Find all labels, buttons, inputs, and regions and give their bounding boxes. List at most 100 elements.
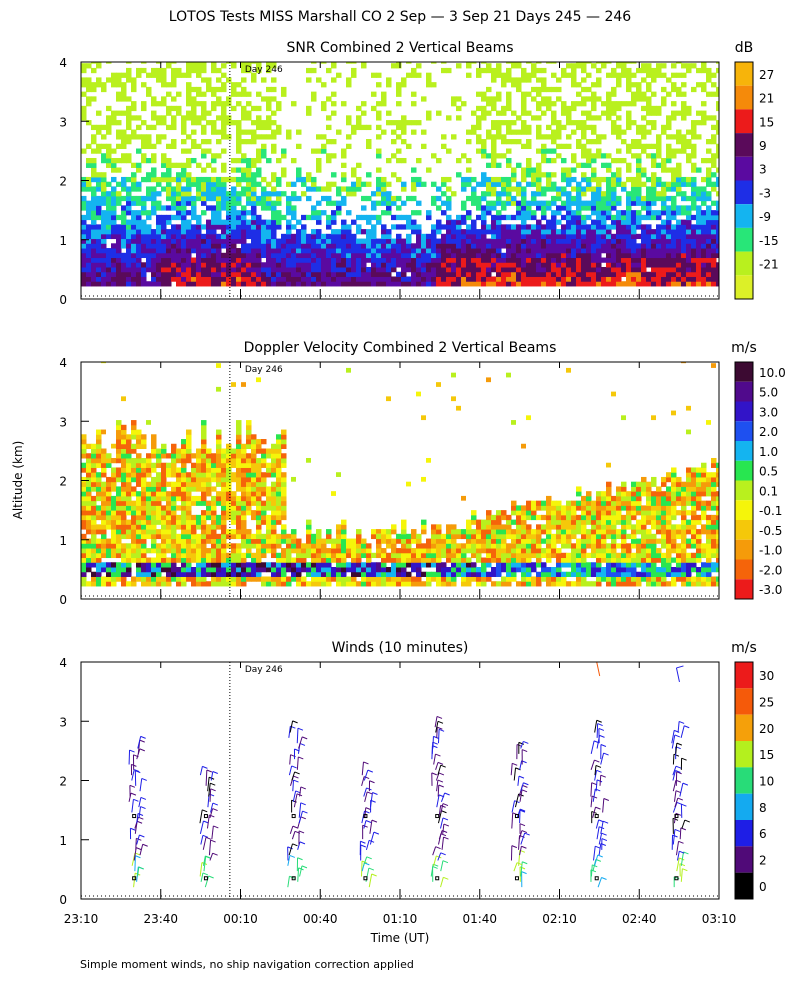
snr-cell	[326, 224, 332, 229]
snr-cell	[446, 239, 452, 244]
doppler-cell	[191, 534, 197, 539]
snr-cell	[201, 101, 207, 106]
snr-cell	[561, 272, 567, 277]
doppler-cell	[241, 572, 247, 577]
snr-cell	[581, 101, 587, 106]
snr-cell	[316, 210, 322, 215]
doppler-cell	[126, 510, 132, 515]
doppler-cell	[231, 562, 237, 567]
snr-cell	[451, 96, 457, 101]
doppler-cell	[116, 520, 122, 525]
doppler-cell	[161, 477, 167, 482]
doppler-cell	[151, 453, 157, 458]
snr-cell	[676, 262, 682, 267]
doppler-cell	[291, 548, 297, 553]
snr-cell	[336, 272, 342, 277]
snr-cell	[166, 172, 172, 177]
doppler-cell	[186, 486, 192, 491]
snr-cell	[711, 239, 717, 244]
colorbar-label: 15	[759, 115, 774, 129]
snr-cell	[306, 262, 312, 267]
snr-cell	[696, 196, 702, 201]
snr-cell	[201, 58, 207, 63]
snr-cell	[251, 224, 257, 229]
snr-cell	[476, 262, 482, 267]
snr-cell	[641, 63, 647, 68]
snr-cell	[631, 96, 637, 101]
snr-cell	[196, 262, 202, 267]
snr-cell	[446, 272, 452, 277]
snr-cell	[246, 172, 252, 177]
snr-cell	[511, 139, 517, 144]
snr-cell	[281, 272, 287, 277]
doppler-cell	[171, 496, 177, 501]
snr-cell	[266, 182, 272, 187]
snr-cell	[626, 267, 632, 272]
snr-cell	[701, 220, 707, 225]
snr-cell	[616, 134, 622, 139]
snr-cell	[511, 224, 517, 229]
snr-cell	[226, 58, 232, 63]
doppler-cell	[116, 543, 122, 548]
snr-cell	[211, 253, 217, 258]
snr-cell	[606, 234, 612, 239]
snr-cell	[216, 239, 222, 244]
snr-cell	[181, 149, 187, 154]
snr-cell	[386, 111, 392, 116]
snr-cell	[241, 167, 247, 172]
snr-cell	[606, 167, 612, 172]
snr-cell	[631, 215, 637, 220]
doppler-cell	[141, 520, 147, 525]
snr-cell	[231, 201, 237, 206]
snr-cell	[211, 234, 217, 239]
doppler-cell	[211, 543, 217, 548]
snr-cell	[86, 276, 92, 281]
doppler-cell	[86, 482, 92, 487]
snr-cell	[151, 276, 157, 281]
doppler-cell	[191, 501, 197, 506]
snr-cell	[606, 243, 612, 248]
snr-cell	[91, 196, 97, 201]
snr-cell	[566, 229, 572, 234]
snr-cell	[341, 201, 347, 206]
doppler-cell	[131, 548, 137, 553]
snr-cell	[461, 253, 467, 258]
snr-cell	[366, 139, 372, 144]
doppler-cell	[151, 567, 157, 572]
snr-cell	[246, 139, 252, 144]
snr-cell	[666, 258, 672, 263]
snr-cell	[351, 267, 357, 272]
snr-cell	[216, 243, 222, 248]
doppler-cell	[186, 491, 192, 496]
doppler-cell	[86, 548, 92, 553]
snr-cell	[496, 248, 502, 253]
doppler-cell	[276, 520, 282, 525]
snr-cell	[561, 186, 567, 191]
snr-cell	[576, 281, 582, 286]
snr-cell	[706, 115, 712, 120]
snr-cell	[346, 239, 352, 244]
snr-cell	[436, 220, 442, 225]
doppler-cell	[196, 449, 202, 454]
doppler-cell	[181, 534, 187, 539]
snr-cell	[136, 220, 142, 225]
doppler-cell	[81, 581, 87, 586]
snr-cell	[206, 220, 212, 225]
snr-cell	[411, 272, 417, 277]
snr-cell	[496, 220, 502, 225]
snr-cell	[126, 177, 132, 182]
doppler-cell	[246, 562, 252, 567]
colorbar-label: 3	[759, 163, 767, 177]
snr-cell	[521, 172, 527, 177]
snr-cell	[711, 267, 717, 272]
snr-cell	[501, 139, 507, 144]
snr-cell	[561, 201, 567, 206]
snr-cell	[381, 191, 387, 196]
snr-cell	[701, 243, 707, 248]
snr-cell	[101, 234, 107, 239]
doppler-cell	[186, 534, 192, 539]
doppler-cell	[236, 439, 242, 444]
snr-cell	[261, 120, 267, 125]
snr-cell	[161, 220, 167, 225]
doppler-cell	[351, 548, 357, 553]
